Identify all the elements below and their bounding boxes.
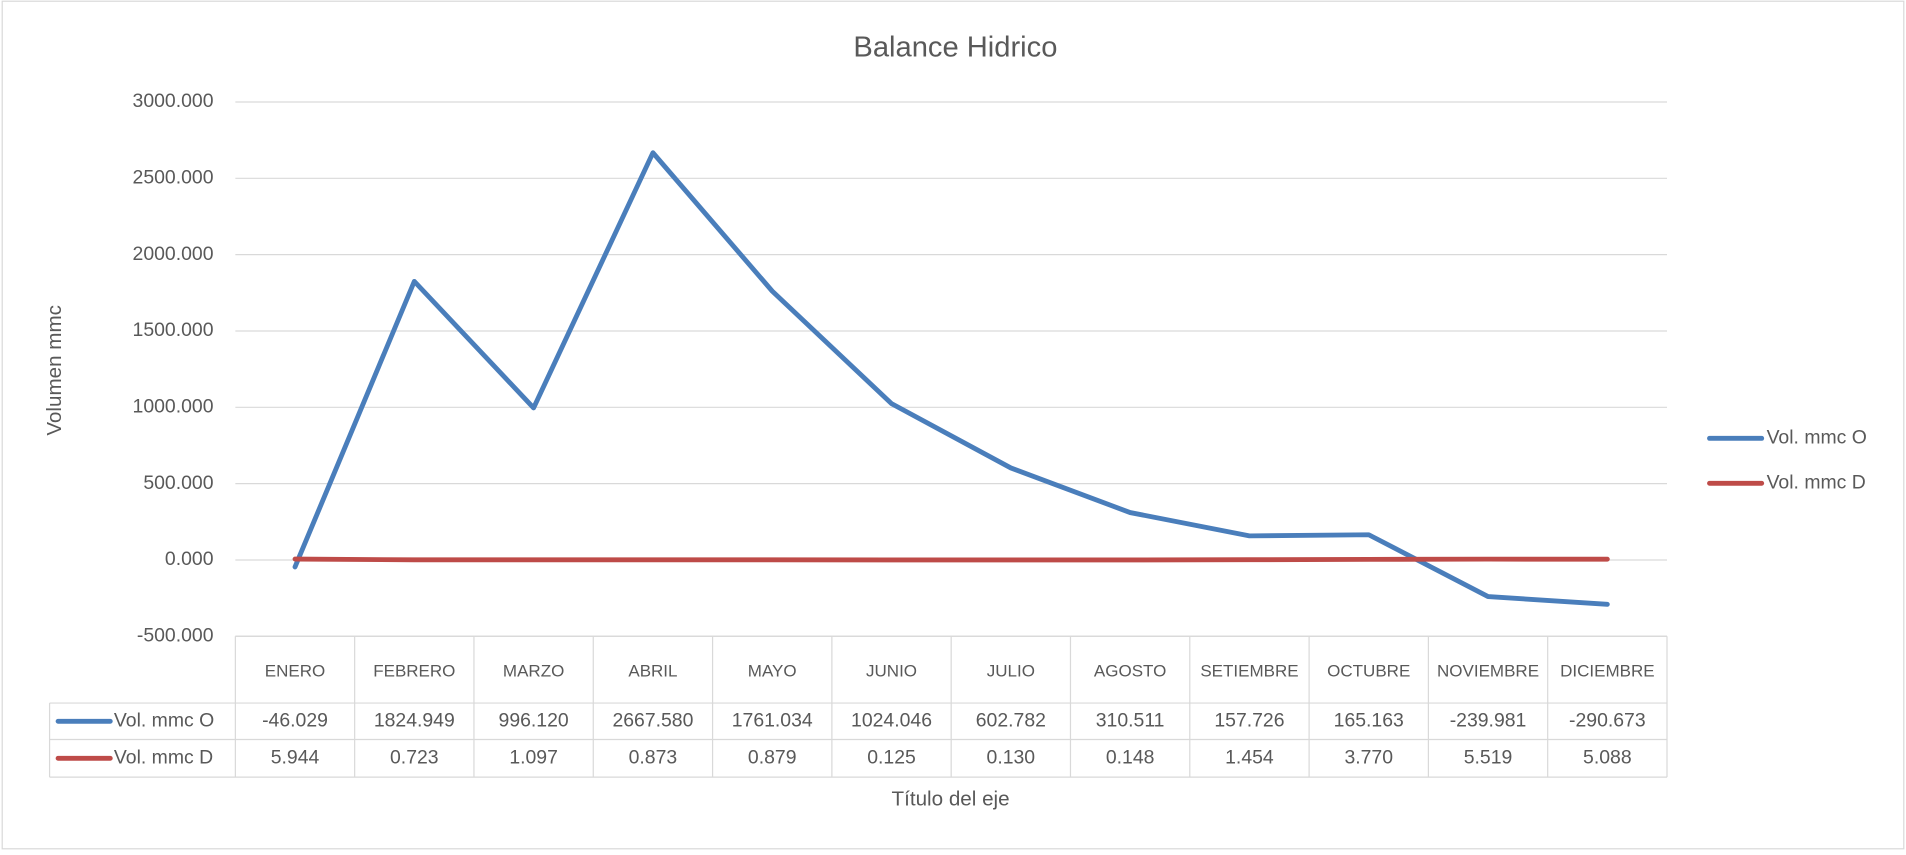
x-tick-label: MAYO [747, 659, 797, 680]
table-value: 1024.046 [851, 709, 932, 731]
y-tick-label: 2000.000 [133, 243, 214, 265]
table-value: -46.029 [262, 709, 328, 731]
y-tick-label: 1000.000 [133, 395, 214, 417]
y-tick-label: 0.000 [165, 548, 214, 570]
table-value: 0.723 [390, 746, 439, 768]
category-cell: SETIEMBRE [1200, 659, 1299, 680]
table-value: 1761.034 [732, 709, 813, 731]
category-cell: NOVIEMBRE [1437, 659, 1540, 680]
category-cell: JULIO [986, 659, 1035, 680]
table-row-label: Vol. mmc O [114, 709, 214, 731]
category-cell: ENERO [264, 659, 326, 680]
y-tick-label: 1500.000 [133, 319, 214, 341]
y-axis-title: Volumen mmc [43, 305, 66, 436]
category-cell: JUNIO [866, 659, 918, 680]
x-tick-label: AGOSTO [1093, 659, 1167, 680]
series-line [292, 556, 1610, 563]
y-tick-label: -500.000 [137, 624, 214, 646]
legend-label: Vol. mmc O [1767, 426, 1867, 448]
x-tick-label: SETIEMBRE [1200, 659, 1299, 680]
x-tick-label: JULIO [986, 659, 1035, 680]
table-value: 5.088 [1583, 746, 1632, 768]
x-tick-label: JUNIO [866, 659, 918, 680]
x-tick-label: NOVIEMBRE [1437, 659, 1540, 680]
y-tick-label: 500.000 [143, 472, 213, 494]
x-tick-label: ABRIL [628, 659, 678, 680]
legend-label: Vol. mmc D [1767, 471, 1866, 493]
category-cell: FEBRERO [373, 659, 456, 680]
table-value: 0.148 [1106, 746, 1155, 768]
table-value: 0.125 [867, 746, 916, 768]
table-value: 310.511 [1096, 709, 1165, 731]
category-cell: ABRIL [628, 659, 678, 680]
table-value: 5.519 [1464, 746, 1513, 768]
table-value: 2667.580 [612, 709, 693, 731]
x-axis-title: Título del eje [892, 788, 1010, 811]
category-cell: DICIEMBRE [1560, 659, 1655, 680]
chart-title: Balance Hidrico [853, 31, 1057, 63]
x-tick-label: ENERO [264, 659, 326, 680]
x-tick-label: MARZO [502, 659, 565, 680]
table-row-label: Vol. mmc D [114, 746, 213, 768]
x-tick-label: FEBRERO [373, 659, 456, 680]
x-tick-label: DICIEMBRE [1560, 659, 1655, 680]
x-tick-label: OCTUBRE [1327, 659, 1411, 680]
table-value: 0.130 [987, 746, 1036, 768]
category-cell: MAYO [747, 659, 797, 680]
y-tick-label: 3000.000 [133, 90, 214, 112]
table-value: 602.782 [976, 709, 1046, 731]
table-value: 1.454 [1225, 746, 1274, 768]
category-cell: OCTUBRE [1327, 659, 1411, 680]
table-value: 1824.949 [374, 709, 455, 731]
table-value: 996.120 [499, 709, 569, 731]
table-value: -290.673 [1569, 709, 1646, 731]
category-cell: MARZO [502, 659, 565, 680]
table-value: 5.944 [271, 746, 320, 768]
table-value: 1.097 [509, 746, 558, 768]
y-tick-label: 2500.000 [133, 166, 214, 188]
series-line [292, 150, 1610, 607]
table-value: 0.879 [748, 746, 797, 768]
table-value: 3.770 [1344, 746, 1393, 768]
table-value: -239.981 [1450, 709, 1527, 731]
category-cell: AGOSTO [1093, 659, 1167, 680]
table-value: 165.163 [1334, 709, 1404, 731]
table-value: 0.873 [629, 746, 678, 768]
table-value: 157.726 [1214, 709, 1284, 731]
